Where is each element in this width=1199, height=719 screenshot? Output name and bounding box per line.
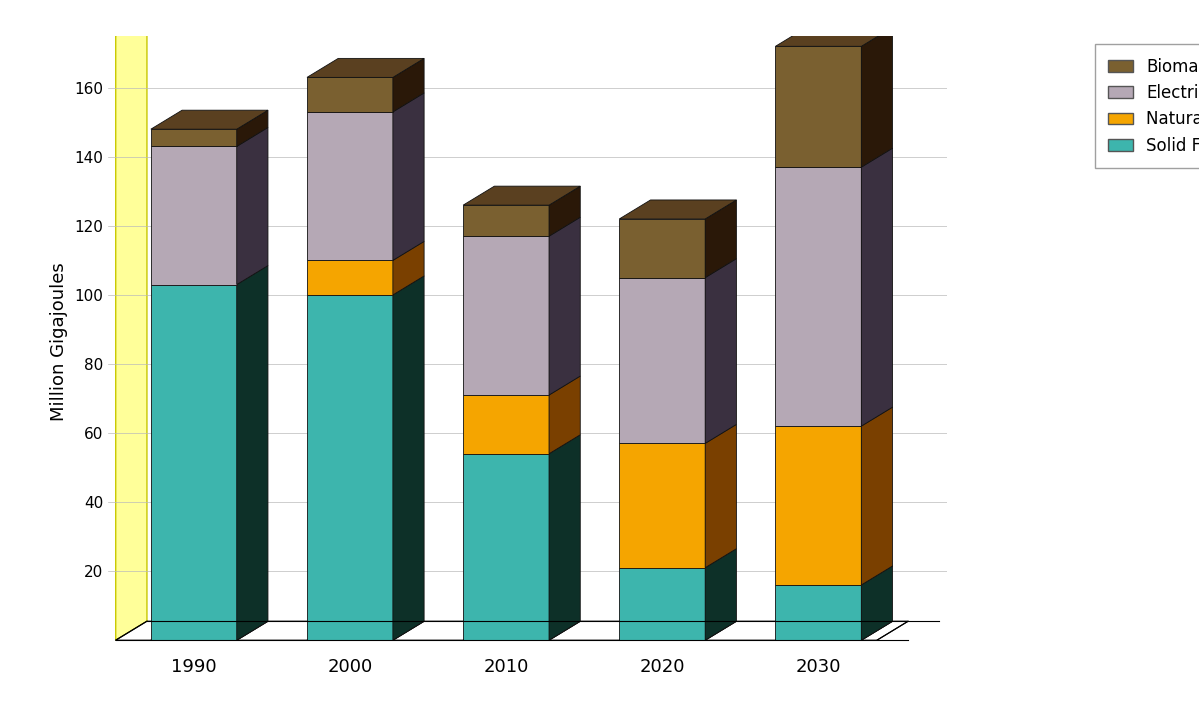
Polygon shape xyxy=(151,621,267,640)
Polygon shape xyxy=(393,621,424,640)
Polygon shape xyxy=(393,242,424,295)
Polygon shape xyxy=(151,129,236,147)
Polygon shape xyxy=(236,110,267,147)
Polygon shape xyxy=(307,295,393,640)
Polygon shape xyxy=(393,93,424,260)
Polygon shape xyxy=(776,621,892,640)
Polygon shape xyxy=(776,426,861,585)
Polygon shape xyxy=(393,58,424,112)
Polygon shape xyxy=(861,621,892,640)
Polygon shape xyxy=(307,621,424,640)
Polygon shape xyxy=(705,549,736,640)
Polygon shape xyxy=(236,621,267,640)
Polygon shape xyxy=(463,395,549,454)
Polygon shape xyxy=(776,27,892,46)
Polygon shape xyxy=(776,167,861,426)
Y-axis label: Million Gigajoules: Million Gigajoules xyxy=(50,262,68,421)
Polygon shape xyxy=(705,424,736,568)
Polygon shape xyxy=(236,265,267,640)
Polygon shape xyxy=(620,621,736,640)
Polygon shape xyxy=(861,566,892,640)
Polygon shape xyxy=(620,278,705,444)
Polygon shape xyxy=(549,186,580,237)
Polygon shape xyxy=(705,259,736,444)
Polygon shape xyxy=(463,205,549,237)
Polygon shape xyxy=(705,200,736,278)
Polygon shape xyxy=(393,276,424,640)
Polygon shape xyxy=(776,46,861,167)
Polygon shape xyxy=(307,58,424,78)
Polygon shape xyxy=(151,285,236,640)
Polygon shape xyxy=(463,237,549,395)
Polygon shape xyxy=(151,110,267,129)
Polygon shape xyxy=(620,568,705,640)
Polygon shape xyxy=(549,376,580,454)
Polygon shape xyxy=(307,260,393,295)
Polygon shape xyxy=(463,186,580,205)
Polygon shape xyxy=(463,621,580,640)
Legend: Biomass, Electricity, Natural Gas, Solid Fuels: Biomass, Electricity, Natural Gas, Solid… xyxy=(1095,45,1199,168)
Polygon shape xyxy=(549,217,580,395)
Polygon shape xyxy=(620,219,705,278)
Polygon shape xyxy=(620,200,736,219)
Polygon shape xyxy=(861,148,892,426)
Polygon shape xyxy=(151,147,236,285)
Polygon shape xyxy=(307,112,393,260)
Polygon shape xyxy=(116,621,908,640)
Polygon shape xyxy=(861,27,892,167)
Polygon shape xyxy=(549,435,580,640)
Polygon shape xyxy=(620,444,705,568)
Polygon shape xyxy=(549,621,580,640)
Polygon shape xyxy=(463,454,549,640)
Polygon shape xyxy=(705,621,736,640)
Polygon shape xyxy=(236,127,267,285)
Polygon shape xyxy=(116,17,147,640)
Polygon shape xyxy=(861,407,892,585)
Polygon shape xyxy=(307,78,393,112)
Polygon shape xyxy=(776,585,861,640)
